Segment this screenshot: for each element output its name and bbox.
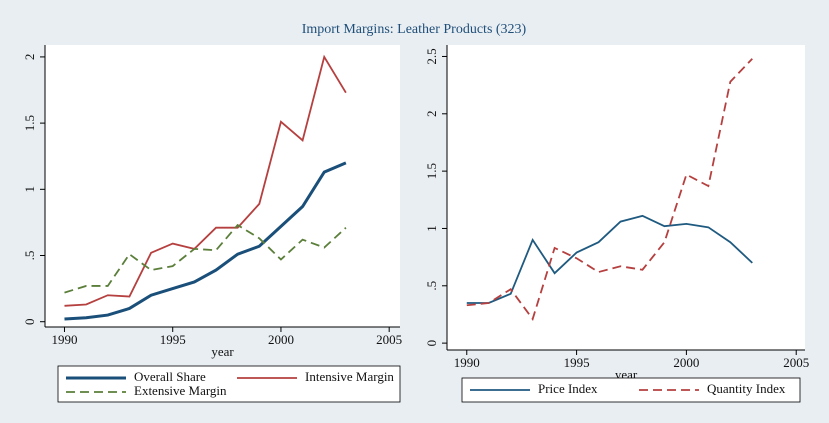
legend-label: Extensive Margin <box>134 383 227 398</box>
line-series <box>64 223 347 294</box>
y-tick-label: 1.5 <box>22 115 37 131</box>
plot-area <box>447 45 805 350</box>
y-tick-label: .5 <box>22 251 37 261</box>
legend-box <box>57 365 401 403</box>
legend-label: Intensive Margin <box>305 369 394 384</box>
x-tick-label: 1995 <box>160 332 186 347</box>
legend-label: Price Index <box>538 381 598 396</box>
y-tick-label: 2 <box>424 111 439 118</box>
x-tick-label: 2000 <box>268 332 294 347</box>
x-tick-label: 2000 <box>673 355 699 370</box>
x-tick-label: 1990 <box>51 332 77 347</box>
line-series <box>466 214 753 304</box>
x-tick-label: 1990 <box>454 355 480 370</box>
y-tick-label: 1.5 <box>424 163 439 179</box>
chart-title: Import Margins: Leather Products (323) <box>302 22 527 37</box>
y-tick-label: .5 <box>424 281 439 291</box>
y-tick-label: 2.5 <box>424 48 439 64</box>
y-tick-label: 1 <box>22 186 37 193</box>
legend-label: Overall Share <box>134 369 206 384</box>
line-series <box>64 54 347 307</box>
y-tick-label: 0 <box>424 340 439 347</box>
line-series <box>466 58 753 322</box>
x-axis-label: year <box>211 344 234 359</box>
plot-area <box>45 45 400 327</box>
x-tick-label: 1995 <box>564 355 590 370</box>
x-tick-label: 2005 <box>783 355 809 370</box>
legend-label: Quantity Index <box>707 381 786 396</box>
y-tick-label: 1 <box>424 225 439 232</box>
y-tick-label: 0 <box>22 318 37 325</box>
line-series <box>64 161 347 321</box>
x-tick-label: 2005 <box>376 332 402 347</box>
y-tick-label: 2 <box>22 54 37 61</box>
